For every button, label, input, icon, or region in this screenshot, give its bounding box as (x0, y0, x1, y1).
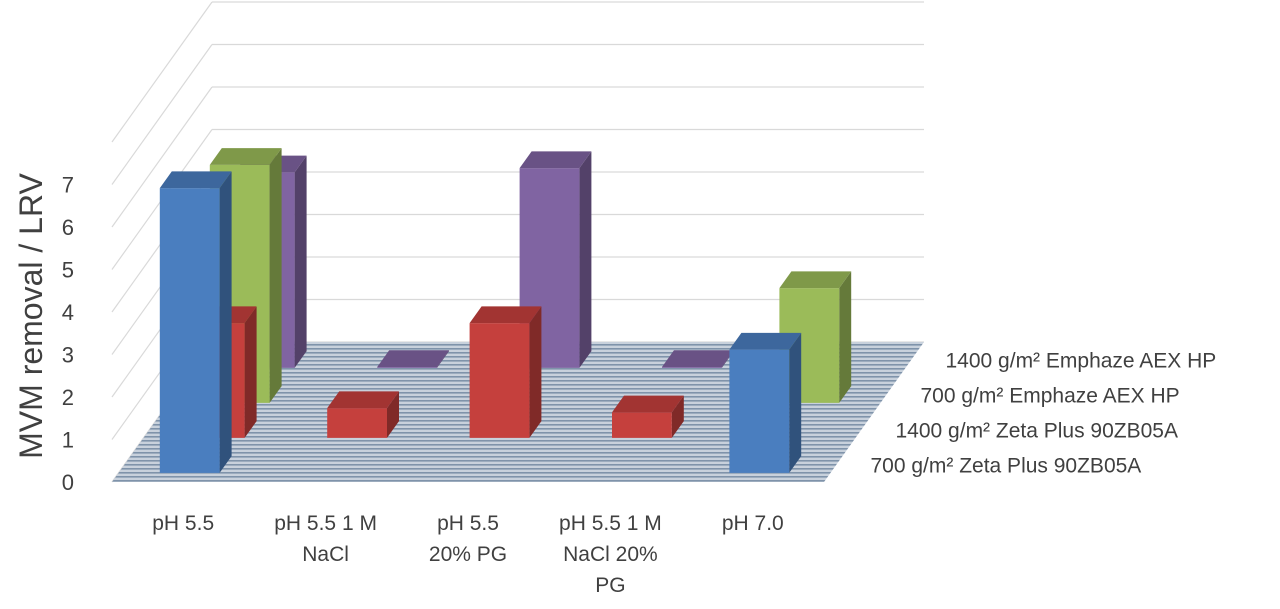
x-category-label: pH 5.5 (437, 512, 499, 535)
bar-side (294, 155, 307, 368)
y-tick-label: 7 (62, 173, 74, 198)
x-category-label: PG (595, 574, 625, 597)
bar-side (437, 350, 449, 368)
bar-side (529, 306, 542, 438)
bar-s2-c2 (327, 391, 399, 438)
bar-s1-c1 (159, 171, 232, 473)
bar-front (327, 408, 387, 438)
bar-front (377, 367, 437, 368)
series-label: 700 g/m² Zeta Plus 90ZB05A (871, 455, 1142, 478)
bar-s4-c2 (377, 350, 449, 368)
series-label: 1400 g/m² Emphaze AEX HP (946, 350, 1217, 373)
gridline-side (111, 1, 213, 143)
bar-side (387, 391, 399, 438)
bar-side (244, 306, 257, 438)
y-tick-label: 1 (62, 428, 74, 453)
bar-s2-c3 (469, 306, 542, 438)
x-category-label: pH 5.5 (152, 512, 214, 535)
bar-side (579, 151, 592, 368)
bar-top (469, 306, 542, 324)
bar-front (662, 367, 722, 368)
gridline-side (111, 86, 213, 228)
x-category-label: pH 5.5 1 M (559, 512, 662, 535)
series-label: 700 g/m² Emphaze AEX HP (921, 385, 1180, 408)
bar-top (159, 171, 232, 189)
bar-top (729, 332, 802, 350)
chart-bars (159, 148, 852, 473)
y-tick-label: 4 (62, 300, 74, 325)
x-category-label: pH 7.0 (722, 512, 784, 535)
series-label: 1400 g/m² Zeta Plus 90ZB05A (896, 420, 1179, 443)
bar-top (519, 151, 592, 169)
x-category-label: NaCl (302, 543, 349, 566)
y-tick-label: 2 (62, 385, 74, 410)
bar-top (327, 391, 399, 409)
bar-s4-c3 (519, 151, 592, 368)
bar-s4-c4 (662, 350, 734, 368)
y-tick-label: 3 (62, 343, 74, 368)
x-category-label: 20% PG (429, 543, 507, 566)
bar-front (729, 349, 790, 473)
bar-front (469, 323, 530, 438)
x-category-label: pH 5.5 1 M (274, 512, 377, 535)
bar-side (789, 332, 802, 473)
bar-front (612, 412, 672, 438)
bar-side (269, 148, 282, 403)
x-category-label: NaCl 20% (563, 543, 658, 566)
bar-side (671, 395, 684, 438)
y-tick-label: 6 (62, 215, 74, 240)
bar-side (839, 271, 852, 403)
y-axis-title: MVM removal / LRV (13, 172, 49, 458)
bar-top (779, 271, 852, 289)
bar-top (209, 148, 282, 165)
bar-s1-c5 (729, 332, 802, 473)
chart-labels: 0 1 2 3 4 5 6 7 MVM removal / LRV pH 5.5 pH 5.5 1 … (13, 172, 1216, 597)
gridline-side (111, 44, 213, 185)
bar-side (219, 171, 232, 473)
bar-front (159, 188, 220, 473)
y-tick-label: 5 (62, 258, 74, 283)
y-tick-label: 0 (62, 470, 74, 495)
bar-top (377, 350, 449, 367)
bar-top (612, 395, 684, 413)
chart-back-walls (111, 1, 924, 483)
bar-top (662, 350, 734, 367)
bar-s2-c4 (612, 395, 684, 438)
